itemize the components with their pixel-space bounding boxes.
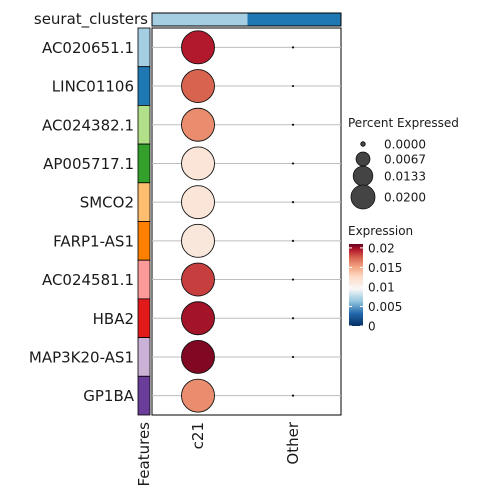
dot-c21-ac024581-1: [181, 262, 215, 297]
dot-other-ac024382-1: [291, 123, 295, 126]
color-legend-bar: [349, 244, 363, 326]
feature-color-hba2: [137, 298, 151, 338]
gene-label-ac020651-1: AC020651.1: [42, 39, 134, 57]
dot-other-ac024581-1: [291, 278, 295, 281]
size-legend-label: 0.0000: [384, 138, 426, 152]
feature-color-ac020651-1: [137, 27, 151, 68]
size-legend-dot: [352, 165, 374, 187]
size-legend-label: 0.0133: [384, 170, 426, 184]
top-annotation-label: seurat_clusters: [34, 10, 148, 29]
gene-label-ac024382-1: AC024382.1: [42, 116, 134, 134]
gene-label-ac024581-1: AC024581.1: [42, 271, 134, 289]
feature-color-ac024581-1: [137, 259, 151, 300]
feature-color-map3k20-as1: [137, 337, 151, 377]
dot-other-hba2: [291, 317, 295, 320]
dot-other-ac020651-1: [291, 46, 295, 49]
dot-other-linc01106: [291, 84, 295, 88]
gene-label-gp1ba: GP1BA: [83, 387, 135, 405]
gene-label-hba2: HBA2: [93, 310, 134, 328]
color-legend-label: 0.02: [368, 241, 395, 255]
dot-c21-ap005717-1: [181, 146, 215, 181]
color-legend-label: 0: [368, 320, 376, 334]
gene-label-ap005717-1: AP005717.1: [43, 155, 134, 173]
dot-c21-map3k20-as1: [181, 340, 215, 374]
feature-color-ap005717-1: [137, 143, 151, 184]
dot-c21-farp1-as1: [181, 223, 215, 258]
gene-label-map3k20-as1: MAP3K20-AS1: [29, 348, 134, 366]
x-label-other: Other: [284, 421, 302, 464]
size-legend-dot: [360, 141, 366, 147]
feature-color-smco2: [137, 182, 151, 222]
size-legend-title: Percent Expressed: [348, 116, 459, 130]
color-legend-title: Expression: [348, 224, 413, 238]
color-legend: Expression 0.02 0.015 0.01 0.005 0: [348, 224, 413, 334]
size-legend-dot: [350, 184, 376, 210]
gene-label-smco2: SMCO2: [80, 194, 134, 212]
size-legend-label: 0.0200: [384, 191, 426, 205]
dots: [181, 30, 295, 413]
top-annotation-c21: [152, 13, 248, 26]
x-axis-labels: Features c21 Other: [135, 421, 302, 486]
dot-other-map3k20-as1: [291, 355, 295, 359]
feature-color-ac024382-1: [137, 105, 151, 145]
color-legend-label: 0.005: [368, 300, 402, 314]
color-legend-label: 0.015: [368, 261, 402, 275]
dot-c21-ac024382-1: [181, 107, 215, 142]
dot-other-farp1-as1: [291, 239, 295, 242]
dot-c21-gp1ba: [181, 378, 215, 413]
color-legend-label: 0.01: [368, 280, 395, 294]
top-annotation-border: [151, 12, 342, 27]
feature-axis-label: Features: [135, 422, 153, 487]
dot-c21-hba2: [181, 301, 215, 336]
dot-other-smco2: [291, 201, 295, 204]
gene-labels: AC020651.1 LINC01106 AC024382.1 AP005717.1 S…: [29, 39, 135, 405]
dot-c21-ac020651-1: [181, 30, 215, 65]
dot-other-gp1ba: [291, 394, 295, 397]
feature-color-gp1ba: [137, 375, 151, 416]
top-annotation-other: [247, 13, 341, 26]
size-legend-label: 0.0067: [384, 153, 426, 167]
feature-color-farp1-as1: [137, 221, 151, 261]
dot-c21-linc01106: [181, 69, 215, 104]
gene-label-farp1-as1: FARP1-AS1: [53, 232, 134, 250]
size-legend-dot: [355, 151, 371, 167]
dot-c21-smco2: [181, 185, 215, 220]
gene-label-linc01106: LINC01106: [52, 78, 134, 96]
feature-strip: [137, 27, 151, 416]
feature-color-linc01106: [137, 66, 151, 106]
x-label-c21: c21: [189, 422, 207, 449]
dot-other-ap005717-1: [291, 162, 295, 165]
